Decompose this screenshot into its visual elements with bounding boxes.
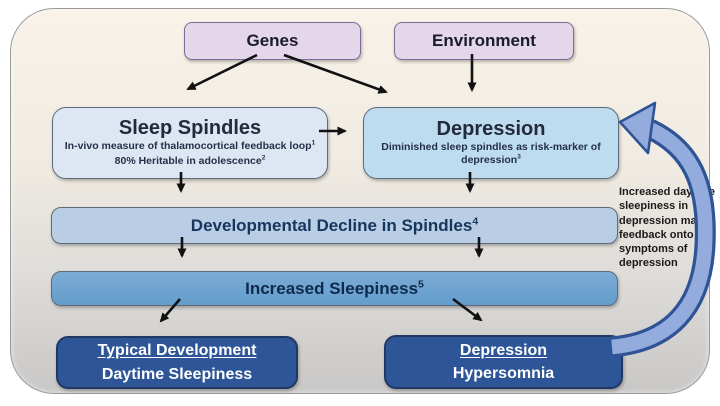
depression-title: Depression <box>436 117 546 140</box>
genes-label: Genes <box>246 31 299 50</box>
sleep-spindles-subtext-line2: 80% Heritable in adolescence2 <box>114 154 266 167</box>
typical-development-line1: Typical Development <box>97 342 257 360</box>
depression-outcome-node: Depression Hypersomnia <box>384 335 623 389</box>
sleep-spindles-node: Sleep Spindles In-vivo measure of thalam… <box>52 107 328 179</box>
environment-node: Environment <box>394 22 574 60</box>
developmental-decline-node: Developmental Decline in Spindles4 <box>51 207 618 244</box>
depression-outcome-line2: Hypersomnia <box>452 365 555 382</box>
increased-sleepiness-node: Increased Sleepiness5 <box>51 271 618 306</box>
environment-label: Environment <box>432 31 536 50</box>
sleep-spindles-title: Sleep Spindles <box>118 117 262 140</box>
depression-outcome-line1: Depression <box>459 341 548 359</box>
typical-development-node: Typical Development Daytime Sleepiness <box>56 336 298 389</box>
developmental-decline-label: Developmental Decline in Spindles4 <box>190 214 479 235</box>
increased-sleepiness-label: Increased Sleepiness5 <box>245 277 424 298</box>
depression-node: Depression Diminished sleep spindles as … <box>363 107 619 179</box>
genes-node: Genes <box>184 22 361 60</box>
typical-development-line2: Daytime Sleepiness <box>101 365 253 383</box>
sleep-spindles-subtext-line1: In-vivo measure of thalamocortical feedb… <box>64 139 316 153</box>
depression-subtext: Diminished sleep spindles as risk-marker… <box>381 140 601 166</box>
feedback-note: Increased daytime sleepiness in depressi… <box>619 186 715 270</box>
diagram-panel: Genes Environment Sleep Spindles In-vivo… <box>10 8 715 394</box>
